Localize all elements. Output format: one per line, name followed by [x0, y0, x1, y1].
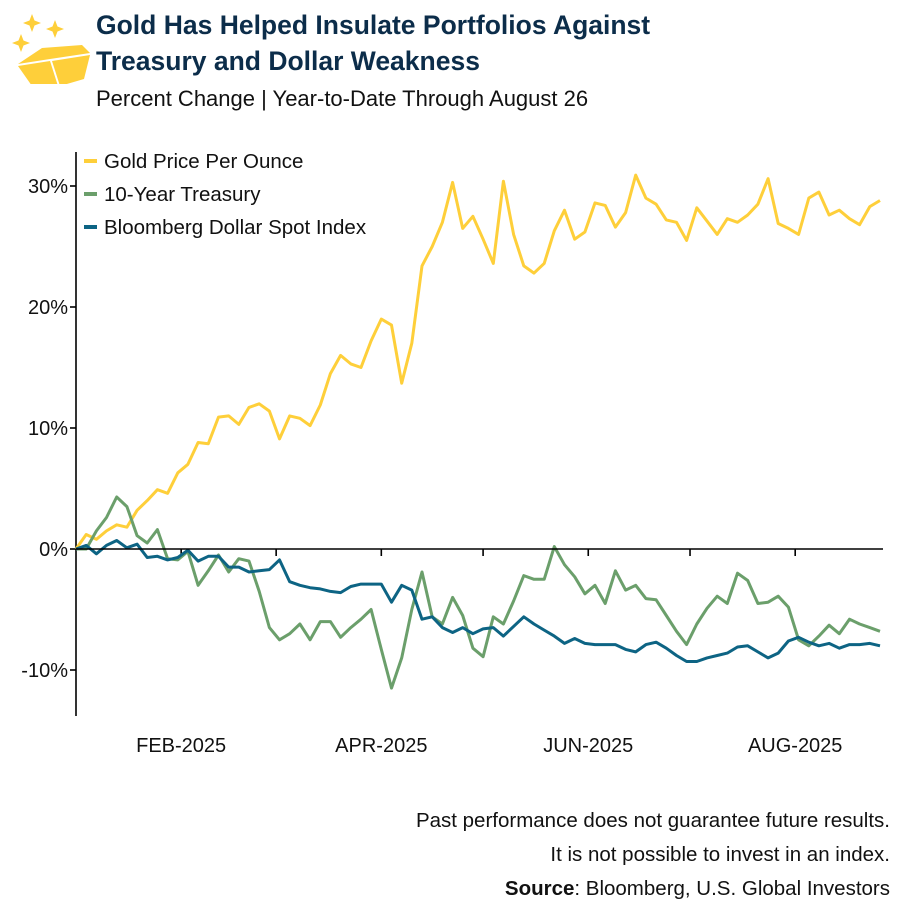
- series-line-dollar: [75, 539, 881, 663]
- chart-subtitle: Percent Change | Year-to-Date Through Au…: [96, 86, 589, 111]
- x-tick-label: FEB-2025: [136, 735, 226, 757]
- source-line: Source: Bloomberg, U.S. Global Investors: [416, 872, 890, 906]
- source-text: : Bloomberg, U.S. Global Investors: [574, 877, 890, 900]
- x-tick-label: AUG-2025: [748, 735, 843, 757]
- y-tick-label: -10%: [21, 660, 68, 682]
- legend-label: 10-Year Treasury: [104, 183, 261, 206]
- legend-label: Bloomberg Dollar Spot Index: [104, 216, 367, 239]
- footer-notes: Past performance does not guarantee futu…: [416, 804, 890, 906]
- series-line-gold: [74, 173, 881, 550]
- legend-label: Gold Price Per Ounce: [104, 150, 303, 173]
- disclaimer-performance: Past performance does not guarantee futu…: [415, 809, 890, 832]
- y-tick-label: 0%: [39, 539, 68, 561]
- y-tick-label: 30%: [28, 176, 68, 198]
- x-tick-label: JUN-2025: [543, 735, 633, 757]
- disclaimer-index: It is not possible to invest in an index…: [550, 843, 890, 866]
- y-tick-label: 20%: [28, 297, 68, 319]
- title-line-1: Gold Has Helped Insulate Portfolios Agai…: [96, 10, 651, 40]
- series-line-treasury: [76, 495, 881, 690]
- gold-bar-sparkles-icon: [12, 14, 90, 84]
- y-tick-label: 10%: [28, 418, 68, 440]
- source-label: Source: [504, 877, 575, 900]
- chart-title: Gold Has Helped Insulate Portfolios Agai…: [96, 7, 650, 79]
- title-line-2: Treasury and Dollar Weakness: [96, 46, 480, 76]
- x-tick-label: APR-2025: [335, 735, 427, 757]
